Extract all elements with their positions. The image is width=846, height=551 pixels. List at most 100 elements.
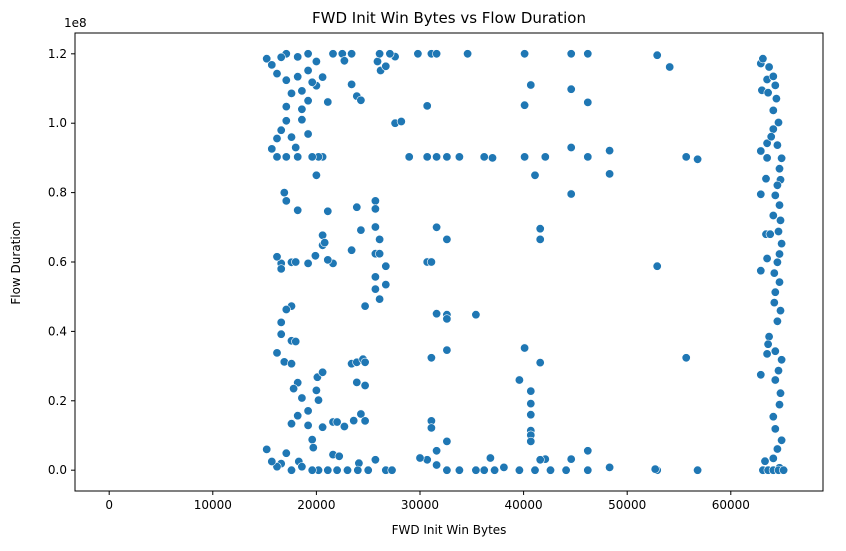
scatter-point <box>297 115 307 125</box>
scatter-point <box>463 49 473 59</box>
scatter-point <box>286 88 296 98</box>
scatter-point <box>762 349 772 359</box>
scatter-point <box>339 421 349 431</box>
scatter-point <box>545 465 555 475</box>
y-tick-label: 0.8 <box>48 186 67 200</box>
x-tick-label: 30000 <box>401 498 439 512</box>
scatter-point <box>293 152 303 162</box>
y-tick-label: 0.6 <box>48 255 67 269</box>
scatter-point <box>762 153 772 163</box>
scatter-point <box>342 465 352 475</box>
scatter-point <box>605 169 615 179</box>
x-tick-label: 10000 <box>194 498 232 512</box>
scatter-point <box>286 132 296 142</box>
scatter-point <box>272 134 282 144</box>
scatter-point <box>432 460 442 470</box>
scatter-point <box>385 49 395 59</box>
y-tick-label: 0.2 <box>48 394 67 408</box>
axis-ticks: 0 10000 20000 30000 40000 50000 60000 0.0 0.2 0.4… <box>48 47 750 512</box>
scatter-point <box>387 465 397 475</box>
scatter-point <box>520 152 530 162</box>
scatter-point <box>566 143 576 153</box>
scatter-point <box>370 272 380 282</box>
scatter-point <box>756 189 766 199</box>
scatter-point <box>566 49 576 59</box>
x-tick-label: 20000 <box>297 498 335 512</box>
scatter-point <box>583 152 593 162</box>
scatter-point <box>303 49 313 59</box>
scatter-point <box>303 406 313 416</box>
scatter-point <box>370 196 380 206</box>
scatter-point <box>293 411 303 421</box>
scatter-point <box>262 54 272 64</box>
scatter-point <box>764 62 774 72</box>
scatter-point <box>347 79 357 89</box>
scatter-point <box>777 153 787 163</box>
scatter-point <box>605 146 615 156</box>
scatter-point <box>540 152 550 162</box>
scatter-point <box>381 261 391 271</box>
y-offset-label: 1e8 <box>64 16 87 30</box>
scatter-point <box>764 332 774 342</box>
scatter-point <box>530 465 540 475</box>
y-tick-label: 1.2 <box>48 47 67 61</box>
scatter-point <box>328 49 338 59</box>
scatter-point <box>323 206 333 216</box>
scatter-point <box>479 465 489 475</box>
scatter-point <box>772 257 782 267</box>
scatter-point <box>471 465 481 475</box>
scatter-point <box>779 465 789 475</box>
scatter-point <box>665 62 675 72</box>
scatter-point <box>681 353 691 363</box>
chart-title: FWD Init Win Bytes vs Flow Duration <box>312 9 586 27</box>
scatter-point <box>356 225 366 235</box>
scatter-point <box>514 465 524 475</box>
scatter-point <box>763 339 773 349</box>
scatter-point <box>281 448 291 458</box>
scatter-point <box>432 152 442 162</box>
scatter-point <box>347 49 357 59</box>
scatter-point <box>583 49 593 59</box>
scatter-point <box>291 143 301 153</box>
scatter-point <box>311 385 321 395</box>
scatter-point <box>323 255 333 265</box>
scatter-point <box>526 386 536 396</box>
scatter-point <box>432 309 442 319</box>
scatter-point <box>771 94 781 104</box>
scatter-point <box>442 234 452 244</box>
scatter-point <box>762 254 772 264</box>
scatter-point <box>370 284 380 294</box>
scatter-point <box>499 462 509 472</box>
scatter-point <box>413 49 423 59</box>
scatter-point <box>286 419 296 429</box>
y-tick-label: 0.4 <box>48 324 67 338</box>
x-tick-label: 40000 <box>504 498 542 512</box>
scatter-point <box>774 164 784 174</box>
scatter-point <box>281 196 291 206</box>
scatter-point <box>432 446 442 456</box>
scatter-point <box>272 152 282 162</box>
scatter-point <box>293 72 303 82</box>
scatter-point <box>770 190 780 200</box>
scatter-point <box>442 345 452 355</box>
scatter-point <box>307 152 317 162</box>
scatter-point <box>535 358 545 368</box>
scatter-point <box>432 222 442 232</box>
scatter-point <box>286 465 296 475</box>
scatter-point <box>297 393 307 403</box>
scatter-point <box>442 152 452 162</box>
scatter-point <box>303 420 313 430</box>
scatter-point <box>267 60 277 70</box>
scatter-point <box>363 465 373 475</box>
x-tick-label: 50000 <box>608 498 646 512</box>
scatter-point <box>356 409 366 419</box>
scatter-point <box>693 465 703 475</box>
scatter-point <box>272 69 282 79</box>
scatter-point <box>768 124 778 134</box>
scatter-point <box>289 384 299 394</box>
scatter-point <box>535 455 545 465</box>
scatter-point <box>297 86 307 96</box>
scatter-points <box>262 49 789 475</box>
scatter-point <box>770 375 780 385</box>
